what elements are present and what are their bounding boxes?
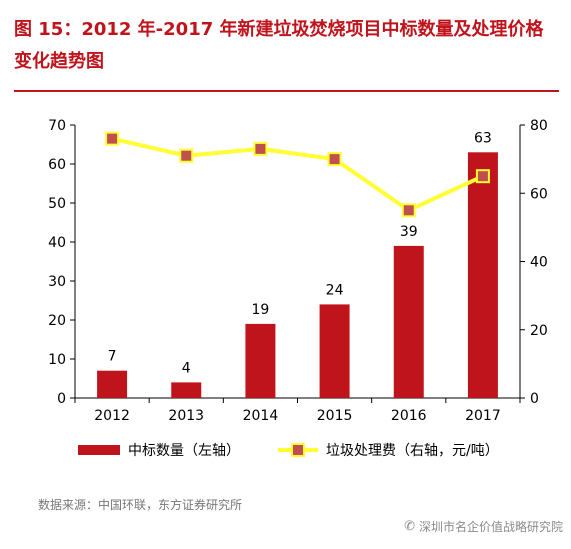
- y-left-tick-label: 60: [48, 157, 66, 173]
- bar-2015: [319, 304, 350, 398]
- bar-value-label: 19: [252, 302, 270, 318]
- y-right-tick-label: 60: [530, 186, 548, 202]
- legend-line-marker: [291, 443, 305, 457]
- price-point-2013: [179, 148, 194, 163]
- y-left-tick-label: 20: [48, 313, 66, 329]
- y-left-tick-label: 50: [48, 196, 66, 212]
- bar-2017: [467, 152, 498, 398]
- watermark-text: 深圳市名企价值战略研究院: [418, 520, 563, 534]
- bar-value-label: 24: [326, 282, 344, 298]
- x-tick-label: 2015: [317, 408, 353, 424]
- bar-2016: [393, 245, 424, 398]
- y-left-tick-label: 70: [48, 118, 66, 134]
- y-left-tick-label: 10: [48, 352, 66, 368]
- price-point-2012: [105, 131, 120, 146]
- bar-2013: [171, 382, 202, 398]
- bar-2012: [97, 370, 128, 398]
- title-rule: [14, 90, 559, 92]
- x-tick-label: 2013: [168, 408, 204, 424]
- bar-value-label: 7: [108, 349, 117, 365]
- price-point-2014: [253, 141, 268, 156]
- x-tick-label: 2016: [391, 408, 427, 424]
- watermark: ✆ 深圳市名企价值战略研究院: [404, 518, 563, 535]
- y-right-tick-label: 20: [530, 323, 548, 339]
- wechat-icon: ✆: [404, 519, 415, 534]
- y-right-tick-label: 40: [530, 255, 548, 271]
- x-tick-label: 2012: [94, 408, 130, 424]
- y-left-tick-label: 30: [48, 274, 66, 290]
- x-tick-label: 2014: [243, 408, 279, 424]
- y-right-tick-label: 80: [530, 118, 548, 134]
- figure-title: 图 15：2012 年-2017 年新建垃圾焚烧项目中标数量及处理价格变化趋势图: [14, 19, 544, 72]
- legend-bar-label: 中标数量（左轴）: [128, 443, 240, 459]
- y-left-tick-label: 0: [57, 391, 66, 407]
- legend-line-label: 垃圾处理费（右轴，元/吨）: [326, 443, 499, 459]
- bar-value-label: 63: [474, 130, 492, 146]
- legend-bar-swatch: [78, 445, 120, 455]
- price-point-2015: [327, 152, 342, 167]
- price-point-2016: [401, 203, 416, 218]
- bar-value-label: 39: [400, 224, 418, 240]
- bar-value-label: 4: [182, 360, 191, 376]
- y-right-tick-label: 0: [530, 391, 539, 407]
- y-left-tick-label: 40: [48, 235, 66, 251]
- price-line: [111, 136, 484, 213]
- source-note: 数据来源：中国环联，东方证券研究所: [38, 498, 243, 512]
- x-tick-label: 2017: [465, 408, 501, 424]
- bar-2014: [245, 323, 276, 398]
- price-point-2017: [475, 169, 490, 184]
